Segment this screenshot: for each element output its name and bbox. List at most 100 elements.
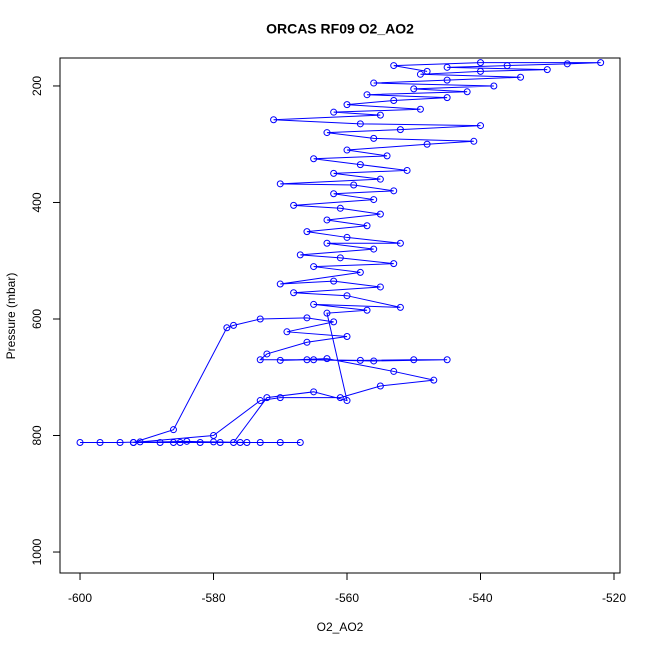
data-point: [276, 394, 284, 402]
data-point: [330, 108, 338, 116]
data-point: [477, 67, 485, 75]
data-point: [243, 439, 251, 447]
data-point: [310, 300, 318, 308]
data-point: [343, 146, 351, 154]
data-point: [156, 439, 164, 447]
data-point: [129, 439, 137, 447]
data-point: [270, 116, 278, 124]
data-point: [363, 91, 371, 99]
data-point: [310, 155, 318, 163]
data-point: [430, 376, 438, 384]
data-point: [343, 233, 351, 241]
data-point: [416, 70, 424, 78]
y-tick-label: 1000: [30, 538, 44, 565]
data-point: [323, 239, 331, 247]
data-point: [343, 397, 351, 405]
data-point: [310, 356, 318, 364]
data-point: [116, 439, 124, 447]
data-point: [303, 228, 311, 236]
data-point: [376, 111, 384, 119]
data-point: [477, 122, 485, 130]
y-tick-label: 800: [30, 425, 44, 445]
data-point: [390, 260, 398, 268]
data-point: [356, 268, 364, 276]
data-point: [310, 388, 318, 396]
data-point: [370, 134, 378, 142]
x-tick-label: -560: [335, 591, 359, 605]
data-point: [390, 62, 398, 70]
data-point: [216, 439, 224, 447]
data-point: [370, 245, 378, 253]
data-point: [210, 432, 218, 440]
data-point: [396, 303, 404, 311]
data-point: [196, 439, 204, 447]
data-point: [256, 397, 264, 405]
data-point: [443, 63, 451, 71]
data-point: [323, 216, 331, 224]
data-point: [276, 439, 284, 447]
data-point: [390, 367, 398, 375]
data-point: [376, 175, 384, 183]
data-point: [490, 82, 498, 90]
y-axis-label: Pressure (mbar): [4, 273, 18, 360]
data-point: [390, 187, 398, 195]
data-point: [256, 356, 264, 364]
x-tick-label: -520: [602, 591, 626, 605]
data-point: [383, 152, 391, 160]
data-point: [169, 439, 177, 447]
data-point: [330, 169, 338, 177]
data-point: [223, 324, 231, 332]
data-point: [443, 356, 451, 364]
data-point: [416, 105, 424, 113]
data-point: [230, 321, 238, 329]
x-axis-label: O2_AO2: [317, 620, 364, 634]
data-point: [303, 314, 311, 322]
data-point: [410, 85, 418, 93]
data-point: [276, 280, 284, 288]
data-point: [356, 120, 364, 128]
data-point: [336, 394, 344, 402]
data-point: [463, 88, 471, 96]
data-point: [503, 62, 511, 70]
data-point: [276, 356, 284, 364]
data-point: [169, 426, 177, 434]
data-point: [263, 394, 271, 402]
y-tick-label: 400: [30, 192, 44, 212]
data-point: [350, 181, 358, 189]
data-point: [96, 439, 104, 447]
data-point: [343, 101, 351, 109]
data-point: [323, 129, 331, 137]
data-point: [363, 222, 371, 230]
data-point: [330, 277, 338, 285]
data-point: [136, 438, 144, 446]
data-point: [443, 76, 451, 84]
data-point: [403, 166, 411, 174]
y-tick-label: 600: [30, 309, 44, 329]
data-point: [370, 196, 378, 204]
data-point: [343, 332, 351, 340]
data-point: [410, 356, 418, 364]
data-point: [236, 439, 244, 447]
data-point: [303, 338, 311, 346]
data-point: [176, 439, 184, 447]
data-point: [323, 355, 331, 363]
data-point: [356, 161, 364, 169]
data-point: [597, 59, 605, 67]
data-point: [543, 66, 551, 74]
data-point: [330, 318, 338, 326]
data-line: [80, 62, 601, 444]
data-point: [263, 350, 271, 358]
data-point: [296, 439, 304, 447]
y-tick-label: 200: [30, 76, 44, 96]
data-point: [230, 439, 238, 447]
data-point: [343, 292, 351, 300]
data-point: [517, 73, 525, 81]
data-point: [356, 356, 364, 364]
data-point: [370, 357, 378, 365]
data-point: [376, 382, 384, 390]
data-point: [303, 356, 311, 364]
data-point: [76, 439, 84, 447]
data-point: [563, 60, 571, 68]
